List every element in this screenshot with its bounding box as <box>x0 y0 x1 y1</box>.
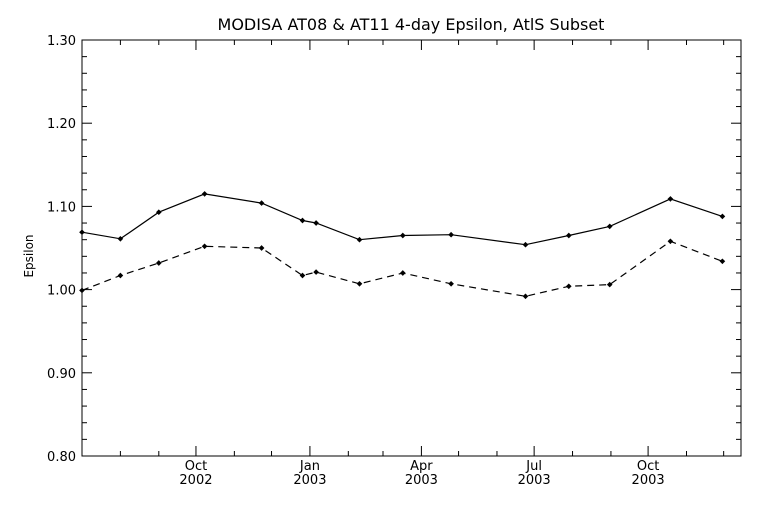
series-2-point <box>719 258 726 265</box>
series-2-point <box>155 260 162 266</box>
x-tick-label-month: Jul <box>525 459 542 474</box>
series-2-point <box>399 270 406 276</box>
y-tick-label: 1.10 <box>47 200 76 215</box>
series-1-point <box>258 200 265 206</box>
series-1-point <box>201 191 208 197</box>
series-1-point <box>667 196 674 202</box>
series-2-point <box>299 272 306 279</box>
x-tick-label-month: Oct <box>185 459 207 474</box>
y-tick-label: 0.90 <box>47 367 76 382</box>
series-2-point <box>356 280 363 287</box>
series-2-point <box>565 283 572 290</box>
series-1-point <box>719 213 726 220</box>
plot-area-frame <box>81 39 742 457</box>
series-2-point <box>448 280 454 287</box>
series-1-point <box>155 209 162 216</box>
series-1-point <box>565 232 572 239</box>
y-tick-label: 0.80 <box>47 450 76 465</box>
y-tick-label: 1.30 <box>47 34 76 49</box>
x-tick-label-month: Jan <box>299 459 320 474</box>
series-2-point <box>117 272 124 279</box>
axis-tick-labels: 0.800.901.001.101.201.30Oct2002Jan2003Ap… <box>47 34 665 488</box>
series-1-point <box>79 229 85 236</box>
series-2-point <box>258 245 265 251</box>
x-tick-label-year: 2003 <box>518 473 551 488</box>
y-tick-label: 1.00 <box>47 284 76 299</box>
x-tick-label-month: Oct <box>637 459 659 474</box>
series-1-point <box>313 220 319 226</box>
chart-title: MODISA AT08 & AT11 4-day Epsilon, AtlS S… <box>218 15 605 34</box>
series-1-point <box>117 235 124 242</box>
series-1-point <box>448 231 454 238</box>
series-2-point <box>667 238 674 245</box>
series-2-point <box>79 287 85 294</box>
series-1-point <box>522 241 529 248</box>
series-2-point <box>313 269 319 275</box>
series-2-point <box>522 293 529 300</box>
x-tick-label-year: 2002 <box>179 473 212 488</box>
x-tick-label-year: 2003 <box>632 473 665 488</box>
y-tick-label: 1.20 <box>47 117 76 132</box>
series-1-point <box>356 236 363 243</box>
series-1-point <box>299 217 306 224</box>
axis-ticks <box>82 39 741 457</box>
x-tick-label-month: Apr <box>410 459 433 474</box>
series-2-point <box>201 243 208 250</box>
series-2-line <box>81 240 723 297</box>
series-group <box>79 191 726 300</box>
series-2-point <box>606 281 613 288</box>
x-tick-label-year: 2003 <box>293 473 326 488</box>
series-1-point <box>606 223 613 230</box>
x-tick-label-year: 2003 <box>405 473 438 488</box>
y-axis-label: Epsilon <box>22 234 36 277</box>
series-1-point <box>399 232 406 239</box>
